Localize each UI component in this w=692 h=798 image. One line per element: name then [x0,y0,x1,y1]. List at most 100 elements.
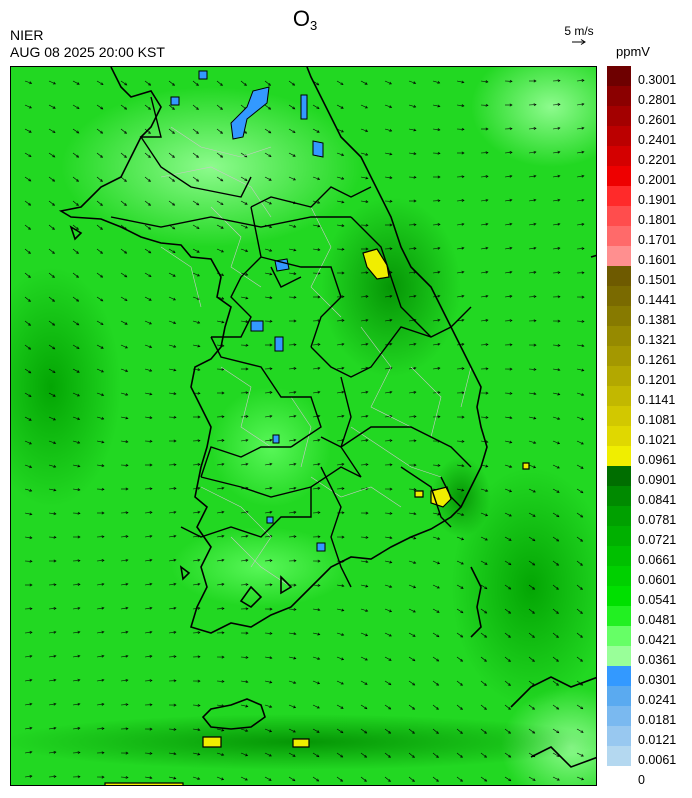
wind-vector [384,752,391,758]
wind-vector [144,680,153,682]
wind-vector-head [244,225,248,229]
wind-vector-head [556,514,560,518]
wind-vector [168,488,177,490]
wind-vector-head [219,130,224,134]
wind-vector [264,560,273,562]
wind-vector-head [341,535,345,539]
wind-vector-head [557,198,561,202]
wind-vector-head [197,320,201,324]
legend-swatch [607,526,631,546]
wind-vector [264,511,272,514]
wind-vector-head [437,342,441,346]
wind-vector-head [533,174,537,178]
wind-vector [24,488,32,492]
wind-vector-head [555,682,559,686]
wind-vector-head [173,487,177,490]
wind-vector [312,632,320,635]
wind-vector [312,512,321,514]
wind-vector-head [460,561,464,565]
wind-vector-head [171,131,175,134]
wind-vector-head [77,751,81,755]
wind-vector [264,296,272,299]
wind-vector-head [557,392,561,396]
wind-vector [96,272,103,278]
wind-vector-head [173,679,177,683]
wind-vector-head [389,463,393,467]
wind-vector [576,632,583,638]
wind-vector [504,584,511,590]
wind-vector-head [365,535,369,539]
wind-vector [96,200,103,206]
wind-vector [192,296,200,300]
wind-vector [48,655,56,658]
wind-vector-head [101,678,105,682]
wind-vector [504,536,512,541]
wind-vector [264,128,271,134]
wind-vector-head [580,441,584,445]
wind-vector-head [317,414,321,418]
wind-vector-head [125,582,129,586]
wind-vector [528,464,536,468]
ozone-map[interactable] [10,66,597,786]
wind-vector-head [483,754,487,758]
wind-vector-head [219,106,223,110]
wind-vector-head [195,154,200,158]
wind-vector [24,368,31,374]
wind-vector [288,752,296,757]
wind-vector [144,248,151,254]
wind-vector [216,224,224,229]
wind-vector-head [437,294,441,298]
wind-vector [552,608,559,614]
wind-vector [480,776,487,782]
wind-vector [432,104,440,107]
wind-vector-head [364,730,368,734]
wind-vector-head [28,202,32,206]
wind-vector-head [52,322,56,326]
wind-vector-head [173,776,177,780]
wind-vector [24,775,32,778]
wind-vector [72,752,81,754]
wind-vector-head [413,294,417,298]
wind-vector [96,128,103,134]
wind-vector [192,752,200,755]
legend-tick-label: 0.0961 [638,453,677,467]
wind-vector [432,128,440,131]
wind-vector-head [532,538,536,542]
wind-vector-head [149,392,153,396]
wind-vector-head [340,730,344,734]
wind-vector-head [557,417,561,420]
wind-vector [144,344,152,348]
wind-vector-head [125,775,129,779]
wind-vector [408,128,416,131]
wind-vector-head [317,608,321,612]
wind-vector-head [365,247,369,251]
wind-vector [504,152,513,154]
legend-swatch [607,426,631,446]
wind-vector-head [461,464,465,468]
wind-vector-head [388,730,392,734]
wind-vector [576,488,584,494]
wind-vector [24,296,31,302]
wind-vector [384,128,392,132]
wind-vector [48,344,55,350]
wind-vector-head [437,366,441,370]
wind-vector-head [387,754,391,758]
wind-vector [360,128,368,132]
wind-vector-head [555,611,559,614]
wind-vector-head [557,319,561,323]
wind-vector [168,728,177,730]
wind-vector-head [220,154,224,158]
wind-vector [336,752,343,758]
wind-vector [288,463,296,466]
wind-vector-head [149,345,153,349]
wind-vector [96,560,105,562]
wind-vector [312,128,320,133]
wind-vector [456,632,463,638]
wind-vector [552,776,560,781]
wind-vector-head [293,295,297,299]
wind-vector [384,440,393,442]
wind-vector-head [77,606,81,610]
wind-vector [432,224,441,226]
wind-vector-head [245,534,249,538]
wind-vector [192,583,200,586]
